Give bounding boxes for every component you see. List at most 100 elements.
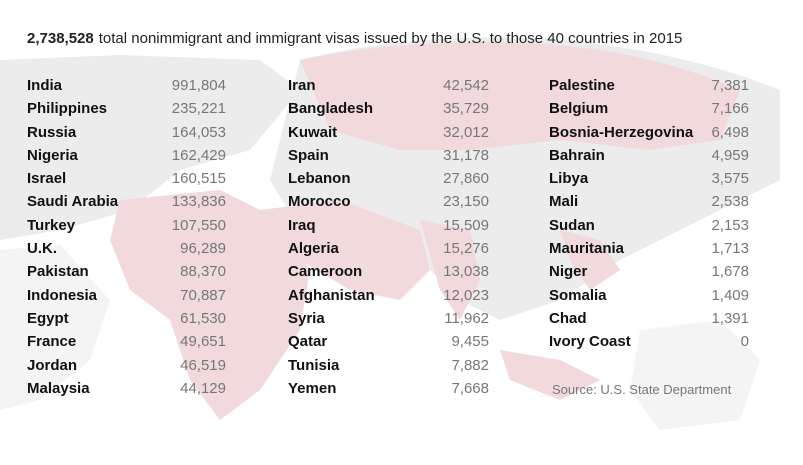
row: Morocco 23,150 — [288, 190, 489, 213]
country: Iran — [288, 77, 316, 94]
source: Source: U.S. State Department — [552, 382, 732, 397]
row: Egypt 61,530 — [27, 307, 226, 330]
row: Jordan 46,519 — [27, 354, 226, 377]
visa-count: 160,515 — [171, 170, 226, 188]
visa-count: 164,053 — [171, 123, 226, 141]
visa-count: 31,178 — [443, 146, 489, 164]
row: Philippines 235,221 — [27, 97, 226, 120]
visa-count: 1,391 — [711, 309, 749, 327]
visa-count: 133,836 — [171, 193, 226, 211]
row: Malaysia 44,129 — [27, 377, 226, 400]
country: Lebanon — [288, 170, 351, 188]
visa-count: 162,429 — [171, 146, 226, 164]
visa-count: 88,370 — [180, 263, 226, 281]
row: Algeria 15,276 — [288, 237, 489, 260]
country: Egypt — [27, 309, 69, 327]
row: Saudi Arabia 133,836 — [27, 190, 226, 213]
visa-count: 7,668 — [451, 379, 489, 397]
visa-count: 11,962 — [444, 309, 489, 327]
country: Palestine — [549, 77, 615, 94]
visa-count: 35,729 — [443, 100, 489, 118]
row: Chad 1,391 — [549, 307, 749, 330]
row: Mali 2,538 — [549, 190, 749, 213]
row: Russia 164,053 — [27, 121, 226, 144]
country: Belgium — [549, 100, 609, 118]
visa-count: 70,887 — [180, 286, 226, 304]
country: Mauritania — [549, 240, 625, 258]
visa-count: 61,530 — [180, 309, 226, 327]
visa-count: 1,713 — [711, 240, 749, 258]
row: U.K. 96,289 — [27, 237, 226, 260]
country: Bangladesh — [288, 100, 374, 118]
country: Sudan — [549, 216, 595, 234]
country: Somalia — [549, 286, 607, 304]
country: Chad — [549, 309, 587, 327]
country: Morocco — [288, 193, 351, 211]
visa-count: 991,804 — [171, 77, 226, 94]
visa-count: 46,519 — [180, 356, 226, 374]
visa-count: 15,509 — [443, 216, 489, 234]
row: Israel 160,515 — [27, 167, 226, 190]
row: Spain 31,178 — [288, 144, 489, 167]
header: 2,738,528 total nonimmigrant and immigran… — [27, 30, 682, 47]
visa-count: 107,550 — [171, 216, 226, 234]
country: Bosnia-Herzegovina — [549, 123, 694, 141]
country: Jordan — [27, 356, 78, 374]
visa-count: 32,012 — [443, 123, 489, 141]
country: Libya — [549, 170, 589, 188]
visa-count: 15,276 — [443, 240, 489, 258]
visa-count: 7,166 — [711, 100, 749, 118]
row: Iran 42,542 — [288, 74, 489, 97]
country: Malaysia — [27, 379, 90, 397]
row: Nigeria 162,429 — [27, 144, 226, 167]
row: Qatar 9,455 — [288, 330, 489, 353]
country: Tunisia — [288, 356, 340, 374]
row: Palestine 7,381 — [549, 74, 749, 97]
row: Sudan 2,153 — [549, 214, 749, 237]
total: 2,738,528 — [27, 30, 94, 47]
country: Ivory Coast — [549, 333, 631, 351]
country: Cameroon — [288, 263, 363, 281]
country: Syria — [288, 309, 325, 327]
visa-count: 1,678 — [711, 263, 749, 281]
country: Niger — [549, 263, 588, 281]
row: India 991,804 — [27, 74, 226, 97]
row: Niger 1,678 — [549, 260, 749, 283]
column: Iran 42,542 Bangladesh 35,729 Kuwait 32,012 Sp… — [288, 74, 489, 400]
country: Russia — [27, 123, 77, 141]
country: Philippines — [27, 100, 108, 118]
header-text: total nonimmigrant and immigrant visas i… — [98, 30, 683, 47]
country: Nigeria — [27, 146, 78, 164]
country: Saudi Arabia — [27, 193, 119, 211]
country: Spain — [288, 146, 329, 164]
country: Algeria — [288, 240, 339, 258]
country: France — [27, 333, 77, 351]
row: Bosnia-Herzegovina 6,498 — [549, 121, 749, 144]
visa-count: 9,455 — [451, 333, 489, 351]
row: Tunisia 7,882 — [288, 354, 489, 377]
visa-count: 6,498 — [711, 123, 749, 141]
country: Turkey — [27, 216, 76, 234]
row: Belgium 7,166 — [549, 97, 749, 120]
row: Kuwait 32,012 — [288, 121, 489, 144]
row: Lebanon 27,860 — [288, 167, 489, 190]
country: Bahrain — [549, 146, 605, 164]
visa-count: 96,289 — [180, 240, 226, 258]
visa-count: 49,651 — [180, 333, 226, 351]
country: Mali — [549, 193, 579, 211]
visa-count: 1,409 — [711, 286, 749, 304]
country: U.K. — [27, 240, 57, 258]
country: Afghanistan — [288, 286, 375, 304]
visa-count: 7,882 — [451, 356, 489, 374]
visa-count: 2,153 — [711, 216, 749, 234]
row: Pakistan 88,370 — [27, 260, 226, 283]
visa-count: 13,038 — [443, 263, 489, 281]
row: Turkey 107,550 — [27, 214, 226, 237]
visa-count: 12,023 — [443, 286, 489, 304]
row: Yemen 7,668 — [288, 377, 489, 400]
row: Indonesia 70,887 — [27, 284, 226, 307]
country: Israel — [27, 170, 67, 188]
row: Iraq 15,509 — [288, 214, 489, 237]
